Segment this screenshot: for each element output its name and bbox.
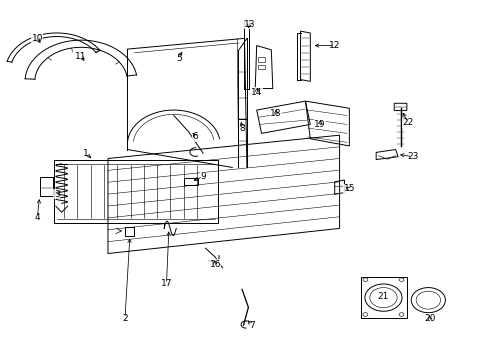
Text: 16: 16 [209, 260, 221, 269]
Bar [125, 226, 134, 235]
Text: 4: 4 [34, 213, 40, 222]
Bar [360, 277, 406, 318]
Bar [258, 64, 265, 69]
Text: 11: 11 [75, 52, 87, 61]
Text: 15: 15 [343, 184, 354, 193]
Text: 1: 1 [83, 149, 89, 158]
Text: 23: 23 [406, 152, 418, 161]
Text: 19: 19 [314, 120, 325, 129]
Text: 20: 20 [423, 314, 435, 323]
Text: 9: 9 [200, 172, 205, 181]
Bar [258, 57, 265, 62]
Text: 13: 13 [243, 19, 255, 28]
Text: 7: 7 [248, 321, 254, 330]
Text: 12: 12 [328, 41, 340, 50]
Text: 3: 3 [54, 190, 60, 199]
Text: 6: 6 [192, 132, 198, 141]
Text: 14: 14 [250, 87, 262, 96]
Text: 17: 17 [161, 279, 172, 288]
Text: 22: 22 [402, 118, 413, 127]
Text: 5: 5 [176, 54, 181, 63]
Text: 8: 8 [239, 123, 244, 132]
Bar [40, 177, 53, 196]
Text: 21: 21 [377, 292, 388, 301]
Text: 18: 18 [270, 109, 282, 118]
Text: 2: 2 [122, 314, 127, 323]
Text: 10: 10 [31, 34, 43, 43]
FancyBboxPatch shape [393, 103, 406, 111]
Bar [183, 178, 198, 185]
